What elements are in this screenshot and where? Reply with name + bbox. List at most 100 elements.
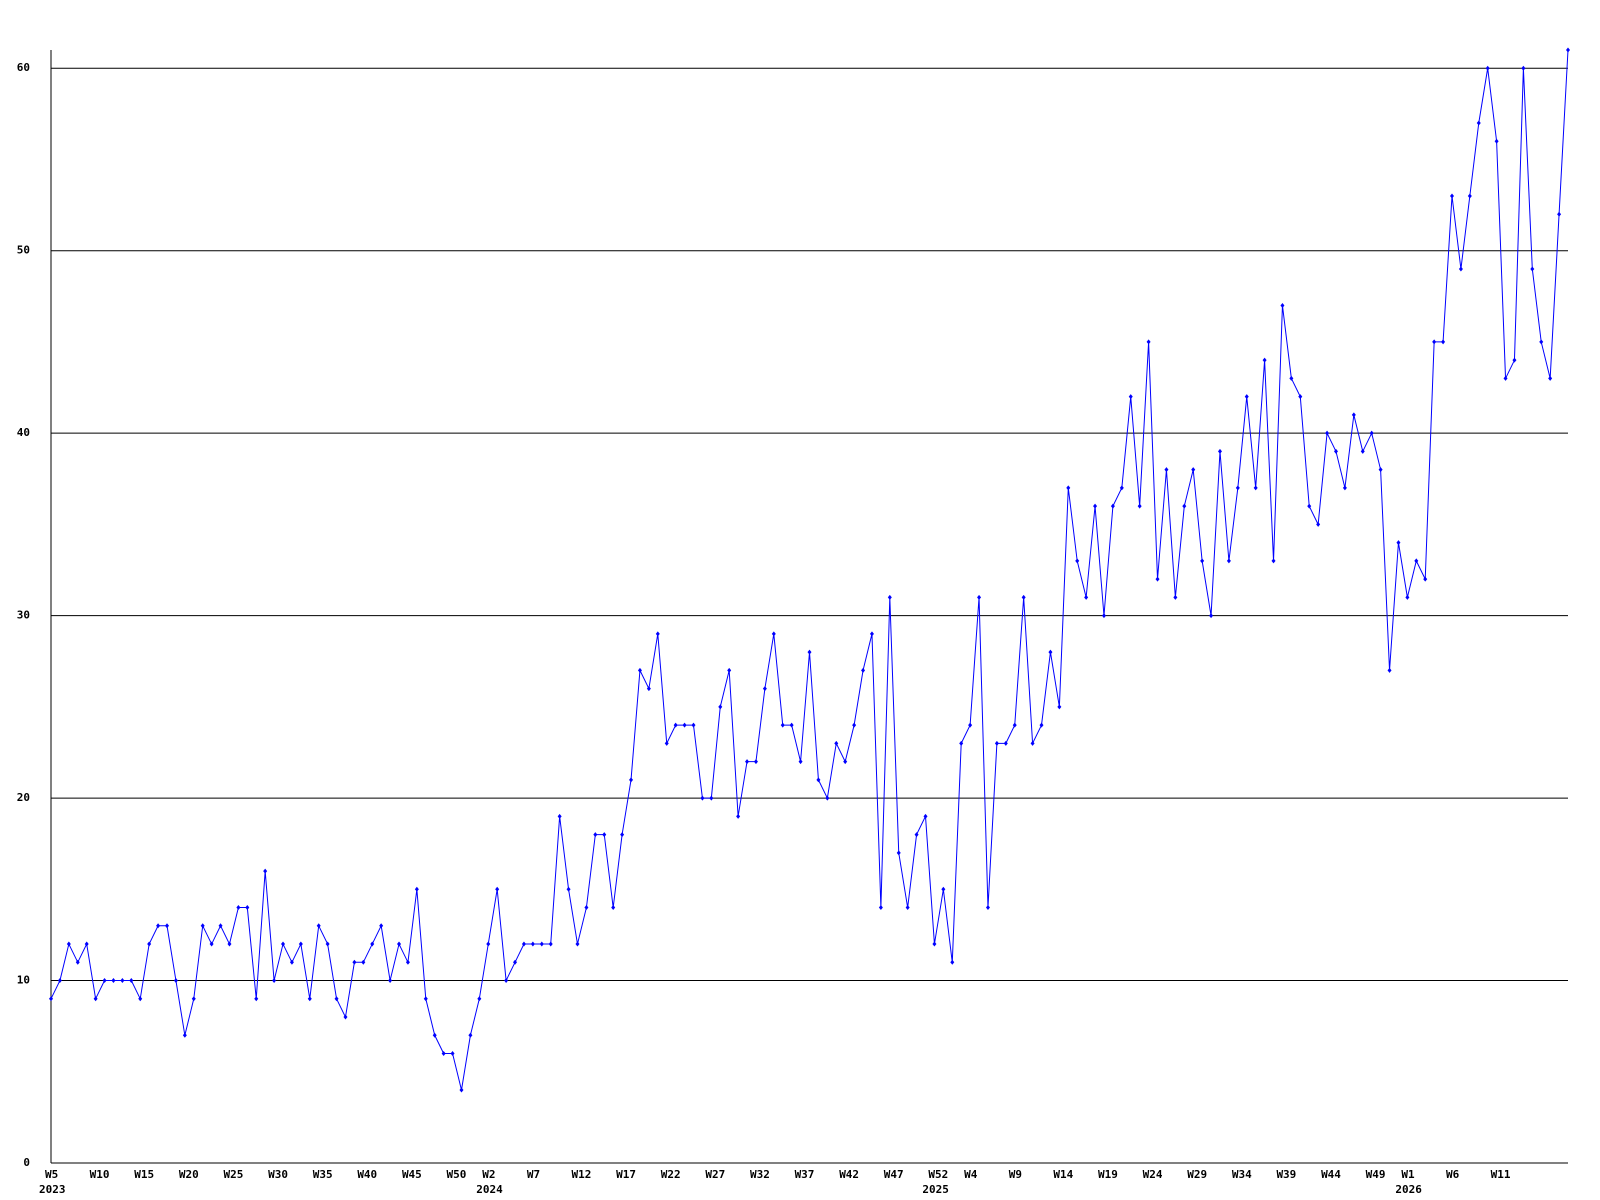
data-point: [281, 941, 286, 947]
data-line: [50, 49, 1569, 1091]
data-point: [878, 905, 883, 911]
x-tick-label: W40: [357, 1168, 377, 1181]
x-tick-label: W37: [795, 1168, 815, 1181]
x-tick-label: W10: [90, 1168, 110, 1181]
data-point: [1449, 193, 1454, 199]
data-point: [530, 941, 535, 947]
data-point: [1289, 375, 1294, 381]
x-tick-label: W12: [571, 1168, 591, 1181]
x-tick-label: W32: [750, 1168, 770, 1181]
data-point: [1039, 722, 1044, 728]
data-point: [941, 886, 946, 892]
data-point: [397, 941, 402, 947]
data-point: [486, 941, 491, 947]
data-point: [727, 667, 732, 673]
data-point: [388, 978, 393, 984]
data-point: [1566, 47, 1570, 53]
data-point: [441, 1051, 446, 1057]
y-tick-label: 10: [17, 974, 30, 987]
data-point: [1262, 357, 1267, 363]
data-point: [1164, 467, 1169, 473]
data-point: [994, 740, 999, 746]
data-point: [682, 722, 687, 728]
data-point: [102, 978, 107, 984]
data-point: [1539, 339, 1544, 345]
data-point: [75, 959, 80, 965]
data-point: [1494, 138, 1499, 144]
data-point: [423, 996, 428, 1002]
data-point: [753, 759, 758, 765]
x-tick-label: W52: [928, 1168, 948, 1181]
data-point: [977, 594, 982, 600]
data-point: [1548, 375, 1553, 381]
data-point: [718, 704, 723, 710]
data-point: [816, 777, 821, 783]
data-point: [843, 759, 848, 765]
data-point: [673, 722, 678, 728]
y-tick-label: 0: [23, 1156, 30, 1169]
data-point: [736, 813, 741, 819]
data-point: [1244, 394, 1249, 400]
data-point: [1530, 266, 1535, 272]
data-point: [209, 941, 214, 947]
x-tick-label: W25: [223, 1168, 243, 1181]
x-tick-label: W44: [1321, 1168, 1341, 1181]
data-point: [745, 759, 750, 765]
data-point: [1476, 120, 1481, 126]
data-point: [807, 649, 812, 655]
data-point: [147, 941, 152, 947]
data-point: [852, 722, 857, 728]
data-point: [1253, 485, 1258, 491]
data-point: [325, 941, 330, 947]
data-point: [49, 996, 53, 1002]
data-point: [521, 941, 526, 947]
x-tick-label: W50: [447, 1168, 467, 1181]
data-point: [1057, 704, 1062, 710]
x-tick-label: W9: [1009, 1168, 1022, 1181]
data-point: [1075, 558, 1080, 564]
data-point: [539, 941, 544, 947]
data-point: [1485, 65, 1490, 71]
data-point: [1557, 211, 1562, 217]
data-point: [1217, 448, 1222, 454]
data-point: [771, 631, 776, 637]
data-point: [1414, 558, 1419, 564]
x-tick-label: W20: [179, 1168, 199, 1181]
data-point: [1316, 521, 1321, 527]
data-point: [1396, 540, 1401, 546]
data-point: [566, 886, 571, 892]
data-point: [513, 959, 518, 965]
data-point: [593, 832, 598, 838]
data-point: [1101, 613, 1106, 619]
data-point: [191, 996, 196, 1002]
data-point: [664, 740, 669, 746]
data-point: [1226, 558, 1231, 564]
data-point: [887, 594, 892, 600]
data-point: [905, 905, 910, 911]
data-point: [307, 996, 312, 1002]
data-point: [227, 941, 232, 947]
data-point: [629, 777, 634, 783]
data-point: [548, 941, 553, 947]
data-point: [620, 832, 625, 838]
data-point: [1467, 193, 1472, 199]
data-point: [1325, 430, 1330, 436]
y-tick-label: 30: [17, 609, 30, 622]
data-point: [1119, 485, 1124, 491]
x-tick-label: W29: [1187, 1168, 1207, 1181]
data-point: [459, 1087, 464, 1093]
x-tick-label: W1: [1401, 1168, 1415, 1181]
y-tick-label: 40: [17, 426, 30, 439]
data-point: [1048, 649, 1053, 655]
data-point: [1084, 594, 1089, 600]
x-tick-label: W22: [661, 1168, 681, 1181]
data-point: [432, 1032, 437, 1038]
data-point: [245, 905, 250, 911]
x-tick-label: W45: [402, 1168, 422, 1181]
data-point: [66, 941, 71, 947]
data-point: [218, 923, 223, 929]
data-point: [468, 1032, 473, 1038]
data-point: [405, 959, 410, 965]
data-point: [111, 978, 116, 984]
data-point: [1155, 576, 1160, 582]
